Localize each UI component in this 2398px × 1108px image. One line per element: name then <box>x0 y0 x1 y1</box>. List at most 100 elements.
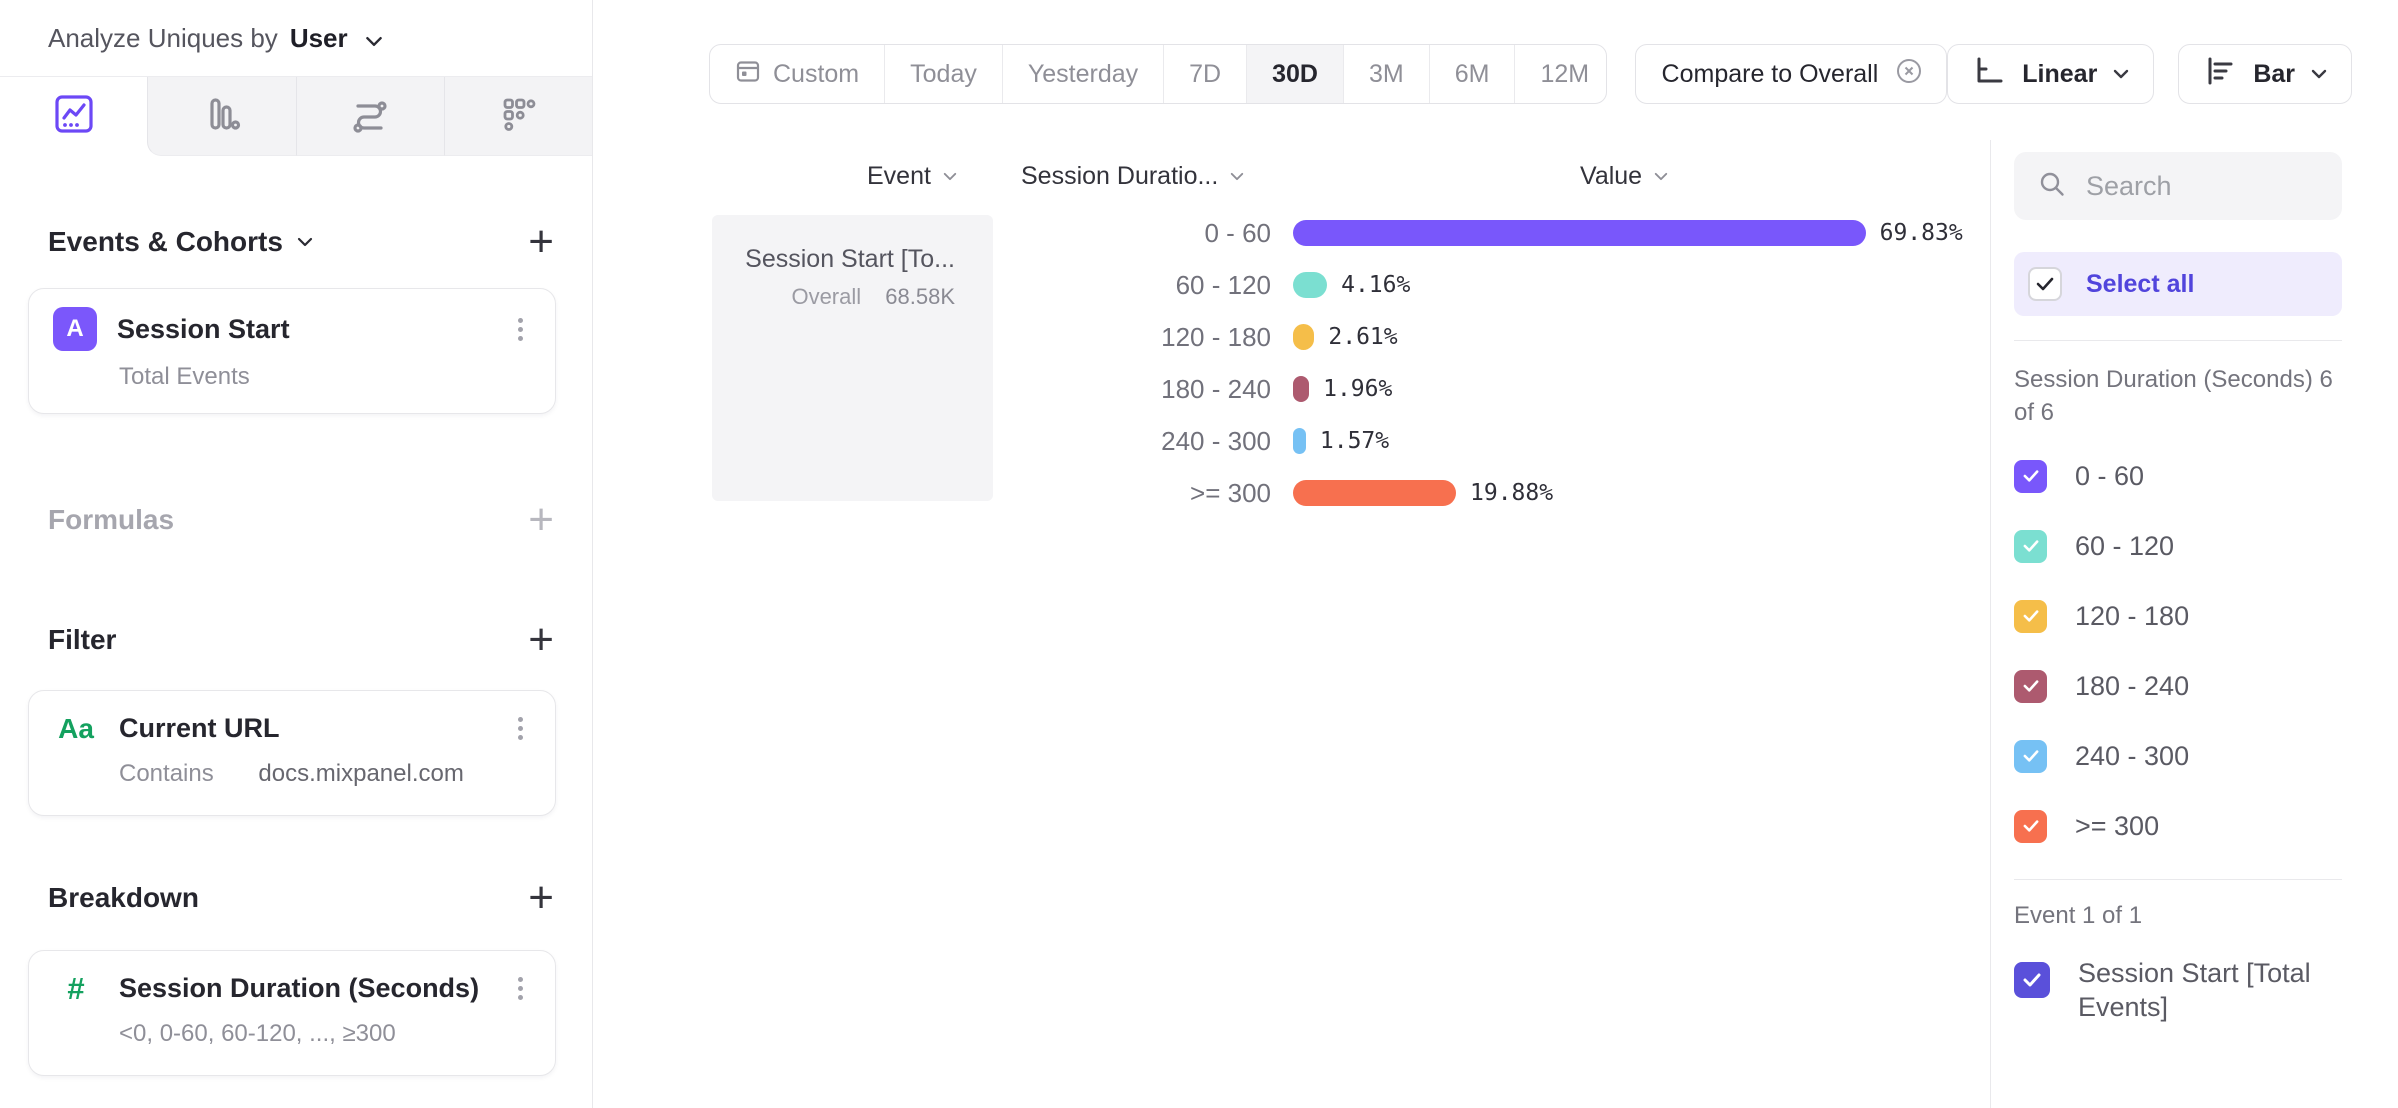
compare-label: Compare to Overall <box>1661 59 1879 88</box>
column-header-value[interactable]: Value <box>1580 162 1668 191</box>
analyze-by-value: User <box>289 22 348 53</box>
analyze-header: Analyze Uniques by User <box>0 0 592 76</box>
analyze-by-dropdown[interactable]: User <box>290 23 383 54</box>
event-card-session-start[interactable]: A Session Start Total Events <box>28 288 556 414</box>
tab-flows[interactable] <box>295 77 444 156</box>
insights-chart-icon <box>52 92 96 141</box>
legend-search-input[interactable]: Search <box>2014 152 2342 220</box>
overall-label: Overall <box>791 284 862 309</box>
events-title-text: Events & Cohorts <box>48 226 283 257</box>
bucket-checkbox[interactable] <box>2014 669 2047 703</box>
value-bar[interactable] <box>1293 376 1310 402</box>
date-range-label: 12M <box>1540 59 1590 88</box>
legend-item[interactable]: 180 - 240 <box>2014 669 2342 703</box>
select-all-checkbox[interactable] <box>2028 267 2062 301</box>
event-card-subtitle[interactable]: Total Events <box>119 363 250 390</box>
select-all-row[interactable]: Select all <box>2014 252 2342 316</box>
bucket-checkbox[interactable] <box>2014 739 2047 773</box>
bucket-label: 0 - 60 <box>2075 460 2145 491</box>
value-bar[interactable] <box>1293 272 1328 298</box>
bucket-label: 240 - 300 <box>2075 740 2190 771</box>
filter-section-header: Filter + <box>48 615 554 664</box>
column-header-breakdown[interactable]: Session Duratio... <box>1021 162 1244 191</box>
scale-value: Linear <box>2022 59 2098 88</box>
legend-item[interactable]: 240 - 300 <box>2014 739 2342 773</box>
filter-operator[interactable]: Contains <box>119 760 214 787</box>
kebab-menu-icon[interactable] <box>512 310 529 349</box>
filter-card-title: Current URL <box>119 713 280 743</box>
legend-items: 0 - 60 60 - 120 120 - 180 180 - 240 240 … <box>2014 459 2342 843</box>
add-event-button[interactable]: + <box>528 217 554 266</box>
event-column-label: Event <box>867 162 931 190</box>
column-header-event[interactable]: Event <box>867 162 957 191</box>
tab-retention[interactable] <box>443 77 592 156</box>
legend-event-item[interactable]: Session Start [Total Events] <box>2014 956 2342 1024</box>
bucket-label: 0 - 60 <box>1204 217 1272 248</box>
legend-divider <box>2014 879 2342 880</box>
chart-bar-row: 120 - 180 2.61% <box>1001 311 1963 363</box>
legend-item[interactable]: 0 - 60 <box>2014 459 2342 493</box>
date-range-today[interactable]: Today <box>884 45 1002 103</box>
value-label: 19.88% <box>1470 480 1554 506</box>
date-range-30d[interactable]: 30D <box>1246 45 1343 103</box>
formulas-section-title: Formulas <box>48 504 175 535</box>
chart-type-dropdown[interactable]: Bar <box>2178 44 2352 104</box>
events-section-title[interactable]: Events & Cohorts <box>48 226 313 258</box>
retention-grid-icon <box>496 92 540 141</box>
add-filter-button[interactable]: + <box>528 615 554 664</box>
calendar-icon <box>735 58 761 91</box>
bucket-checkbox[interactable] <box>2014 459 2047 493</box>
add-breakdown-button[interactable]: + <box>528 873 554 922</box>
legend-item[interactable]: 120 - 180 <box>2014 599 2342 633</box>
numeric-property-icon: # <box>67 970 85 1006</box>
select-all-label: Select all <box>2086 269 2195 298</box>
linear-scale-icon <box>1972 54 2006 95</box>
events-section-header: Events & Cohorts + <box>48 217 554 266</box>
bucket-checkbox[interactable] <box>2014 599 2047 633</box>
breakdown-card-session-duration[interactable]: # Session Duration (Seconds) <0, 0-60, 6… <box>28 950 556 1076</box>
bucket-checkbox[interactable] <box>2014 529 2047 563</box>
date-range-custom[interactable]: Custom <box>710 45 884 103</box>
event-checkbox[interactable] <box>2014 962 2050 998</box>
tab-funnels[interactable] <box>147 77 296 156</box>
date-range-3m[interactable]: 3M <box>1342 45 1429 103</box>
chevron-down-icon <box>2113 69 2129 79</box>
tab-insights[interactable] <box>0 77 148 156</box>
bar-rows: 0 - 60 69.83% 60 - 120 4.16% 120 - 180 2… <box>1001 207 1963 519</box>
filter-card-current-url[interactable]: Aa Current URL Contains docs.mixpanel.co… <box>28 690 556 816</box>
date-range-label: Today <box>910 59 977 88</box>
date-range-7d[interactable]: 7D <box>1163 45 1246 103</box>
breakdown-section-title: Breakdown <box>48 882 199 913</box>
kebab-menu-icon[interactable] <box>512 969 529 1008</box>
value-label: 4.16% <box>1341 272 1411 298</box>
filter-value[interactable]: docs.mixpanel.com <box>258 760 464 787</box>
value-bar[interactable] <box>1293 220 1866 246</box>
date-range-label: 3M <box>1368 59 1404 88</box>
event-name-truncated: Session Start [To... <box>745 245 955 273</box>
legend-item[interactable]: 60 - 120 <box>2014 529 2342 563</box>
bucket-label: 120 - 180 <box>2075 600 2190 631</box>
bucket-label: >= 300 <box>2075 810 2160 841</box>
bucket-checkbox[interactable] <box>2014 809 2047 843</box>
date-range-12m[interactable]: 12M <box>1514 45 1605 103</box>
legend-item[interactable]: >= 300 <box>2014 809 2342 843</box>
value-bar[interactable] <box>1293 480 1456 506</box>
search-icon <box>2038 170 2066 203</box>
scale-dropdown[interactable]: Linear <box>1947 44 2155 104</box>
chart-bar-row: 240 - 300 1.57% <box>1001 415 1963 467</box>
date-range-yesterday[interactable]: Yesterday <box>1001 45 1163 103</box>
breakdown-card-buckets[interactable]: <0, 0-60, 60-120, ..., ≥300 <box>119 1020 396 1047</box>
event-group-cell[interactable]: Session Start [To... Overall 68.58K <box>712 215 993 501</box>
kebab-menu-icon[interactable] <box>512 709 529 748</box>
remove-compare-icon[interactable] <box>1894 56 1924 93</box>
compare-to-overall-pill[interactable]: Compare to Overall <box>1634 44 1948 104</box>
value-bar[interactable] <box>1293 428 1306 454</box>
overall-value: 68.58K <box>885 284 955 309</box>
formulas-section-header: Formulas + <box>48 495 554 544</box>
chevron-down-icon <box>2311 69 2327 79</box>
add-formula-button[interactable]: + <box>528 495 554 544</box>
chart-bar-row: 60 - 120 4.16% <box>1001 259 1963 311</box>
value-bar[interactable] <box>1293 324 1315 350</box>
date-range-6m[interactable]: 6M <box>1428 45 1515 103</box>
chevron-down-icon <box>943 172 957 181</box>
